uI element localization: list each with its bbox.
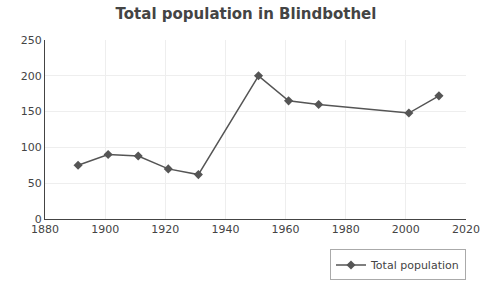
svg-text:0: 0 xyxy=(35,213,42,226)
svg-text:Total population: Total population xyxy=(370,259,459,272)
svg-text:100: 100 xyxy=(21,141,42,154)
svg-text:150: 150 xyxy=(21,105,42,118)
svg-text:1920: 1920 xyxy=(151,223,179,236)
svg-text:2000: 2000 xyxy=(392,223,420,236)
svg-text:1940: 1940 xyxy=(211,223,239,236)
svg-text:1880: 1880 xyxy=(31,223,59,236)
svg-text:1900: 1900 xyxy=(91,223,119,236)
svg-text:250: 250 xyxy=(21,34,42,47)
svg-text:200: 200 xyxy=(21,70,42,83)
svg-text:Total population in Blindbothe: Total population in Blindbothel xyxy=(116,5,377,23)
svg-text:2020: 2020 xyxy=(452,223,480,236)
svg-text:1960: 1960 xyxy=(272,223,300,236)
svg-text:1980: 1980 xyxy=(332,223,360,236)
svg-text:50: 50 xyxy=(28,177,42,190)
